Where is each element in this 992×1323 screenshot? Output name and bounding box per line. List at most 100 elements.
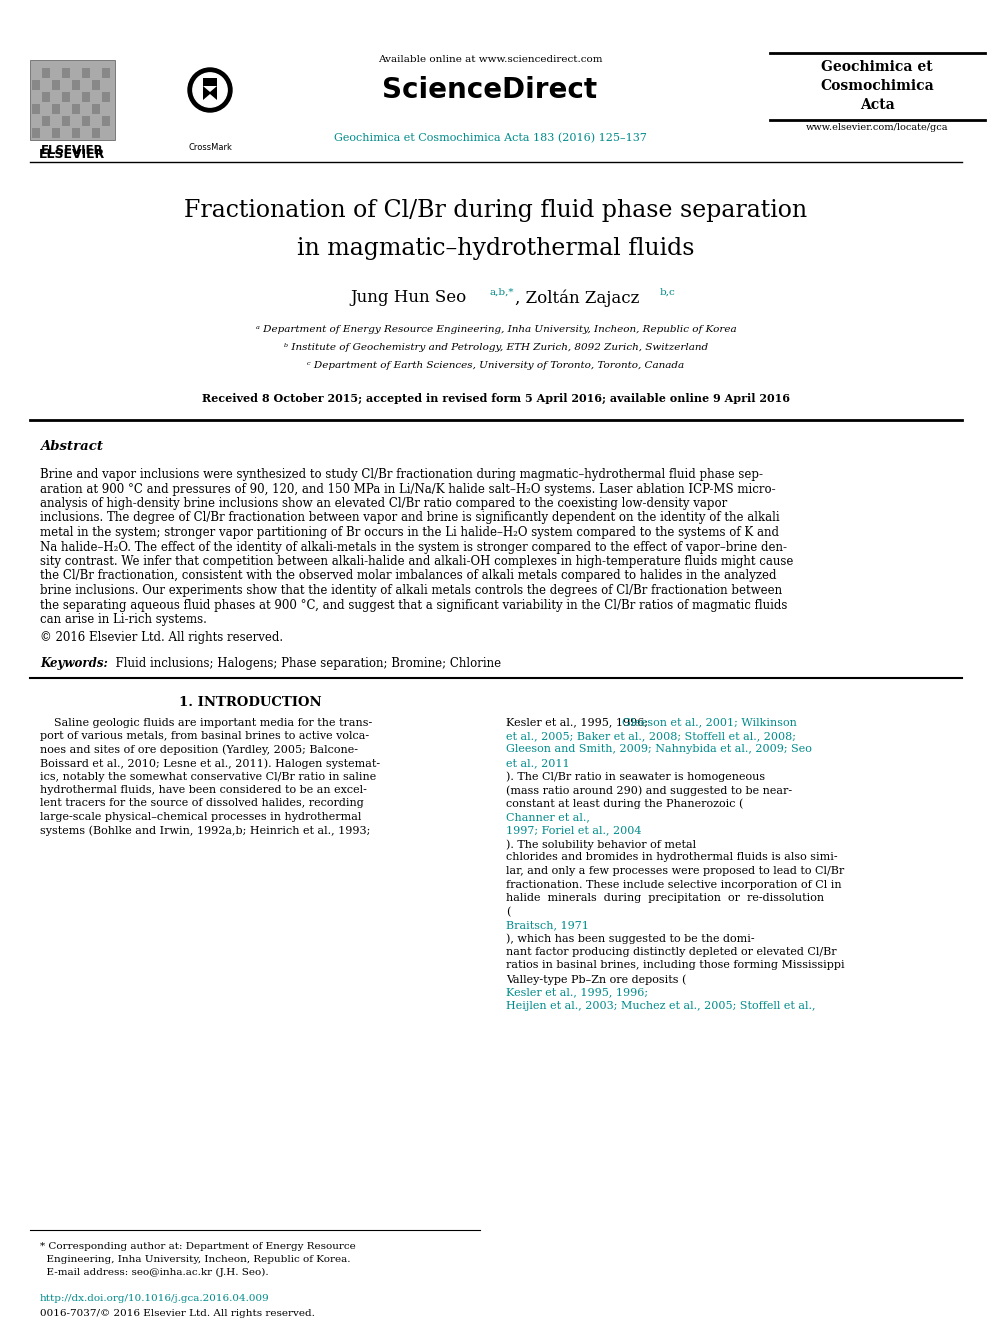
Bar [62,67,70,78]
Bar [52,79,60,90]
Text: lar, and only a few processes were proposed to lead to Cl/Br: lar, and only a few processes were propo… [506,867,844,876]
Text: chlorides and bromides in hydrothermal fluids is also simi-: chlorides and bromides in hydrothermal f… [506,852,837,863]
Bar [82,93,90,102]
Text: in magmatic–hydrothermal fluids: in magmatic–hydrothermal fluids [298,237,694,259]
Text: ELSEVIER: ELSEVIER [42,143,104,156]
Bar [82,67,90,78]
Text: a,b,*: a,b,* [490,287,515,296]
Text: 0016-7037/© 2016 Elsevier Ltd. All rights reserved.: 0016-7037/© 2016 Elsevier Ltd. All right… [40,1308,314,1318]
Bar [42,67,50,78]
Text: Braitsch, 1971: Braitsch, 1971 [506,919,589,930]
Bar [102,116,110,126]
Text: halide  minerals  during  precipitation  or  re-dissolution: halide minerals during precipitation or … [506,893,824,904]
Text: the separating aqueous fluid phases at 900 °C, and suggest that a significant va: the separating aqueous fluid phases at 9… [40,598,788,611]
Text: Valley-type Pb–Zn ore deposits (: Valley-type Pb–Zn ore deposits ( [506,974,686,984]
Bar [52,128,60,138]
Bar [102,93,110,102]
Bar [92,128,100,138]
Text: www.elsevier.com/locate/gca: www.elsevier.com/locate/gca [806,123,948,132]
Bar [52,105,60,114]
Text: analysis of high-density brine inclusions show an elevated Cl/Br ratio compared : analysis of high-density brine inclusion… [40,497,727,509]
Text: inclusions. The degree of Cl/Br fractionation between vapor and brine is signifi: inclusions. The degree of Cl/Br fraction… [40,512,780,524]
Text: ᶜ Department of Earth Sciences, University of Toronto, Toronto, Canada: ᶜ Department of Earth Sciences, Universi… [308,361,684,370]
Text: Acta: Acta [860,98,895,112]
Bar [32,128,40,138]
Text: b,c: b,c [660,287,676,296]
Polygon shape [203,78,217,101]
Text: ). The Cl/Br ratio in seawater is homogeneous: ). The Cl/Br ratio in seawater is homoge… [506,771,765,782]
Text: ). The solubility behavior of metal: ). The solubility behavior of metal [506,839,696,849]
Text: 1997; Foriel et al., 2004: 1997; Foriel et al., 2004 [506,826,642,836]
Bar [72,128,80,138]
Text: , Zoltán Zajacz: , Zoltán Zajacz [515,290,640,307]
Text: (: ( [506,906,510,917]
Text: noes and sites of ore deposition (Yardley, 2005; Balcone-: noes and sites of ore deposition (Yardle… [40,745,358,755]
Text: sity contrast. We infer that competition between alkali-halide and alkali-OH com: sity contrast. We infer that competition… [40,556,794,568]
Text: 1. INTRODUCTION: 1. INTRODUCTION [179,696,321,709]
Bar [30,60,115,140]
Text: Engineering, Inha University, Incheon, Republic of Korea.: Engineering, Inha University, Incheon, R… [40,1256,350,1263]
Bar [92,105,100,114]
Circle shape [188,67,232,112]
Text: Boissard et al., 2010; Lesne et al., 2011). Halogen systemat-: Boissard et al., 2010; Lesne et al., 201… [40,758,380,769]
Text: ELSEVIER: ELSEVIER [40,147,105,160]
Text: Gleeson et al., 2001; Wilkinson: Gleeson et al., 2001; Wilkinson [622,717,797,728]
Text: Geochimica et Cosmochimica Acta 183 (2016) 125–137: Geochimica et Cosmochimica Acta 183 (201… [333,132,647,143]
Bar [92,79,100,90]
Text: Saline geologic fluids are important media for the trans-: Saline geologic fluids are important med… [40,717,372,728]
Text: Received 8 October 2015; accepted in revised form 5 April 2016; available online: Received 8 October 2015; accepted in rev… [202,393,790,404]
Text: Fractionation of Cl/Br during fluid phase separation: Fractionation of Cl/Br during fluid phas… [185,198,807,221]
Text: Keywords:: Keywords: [40,658,108,671]
Text: Cosmochimica: Cosmochimica [820,79,933,93]
Text: ), which has been suggested to be the domi-: ), which has been suggested to be the do… [506,934,755,945]
Text: metal in the system; stronger vapor partitioning of Br occurs in the Li halide–H: metal in the system; stronger vapor part… [40,527,779,538]
Text: port of various metals, from basinal brines to active volca-: port of various metals, from basinal bri… [40,732,369,741]
Text: et al., 2011: et al., 2011 [506,758,569,767]
Text: Kesler et al., 1995, 1996;: Kesler et al., 1995, 1996; [506,717,652,728]
Bar [32,105,40,114]
Text: Abstract: Abstract [40,441,103,452]
Text: CrossMark: CrossMark [188,143,232,152]
Text: nant factor producing distinctly depleted or elevated Cl/Br: nant factor producing distinctly deplete… [506,947,836,957]
Text: ScienceDirect: ScienceDirect [383,75,597,105]
Bar [72,79,80,90]
Text: fractionation. These include selective incorporation of Cl in: fractionation. These include selective i… [506,880,841,889]
Text: Heijlen et al., 2003; Muchez et al., 2005; Stoffell et al.,: Heijlen et al., 2003; Muchez et al., 200… [506,1002,815,1011]
Text: * Corresponding author at: Department of Energy Resource: * Corresponding author at: Department of… [40,1242,356,1252]
Text: large-scale physical–chemical processes in hydrothermal: large-scale physical–chemical processes … [40,812,361,822]
Text: the Cl/Br fractionation, consistent with the observed molar imbalances of alkali: the Cl/Br fractionation, consistent with… [40,569,777,582]
Bar [62,93,70,102]
Text: brine inclusions. Our experiments show that the identity of alkali metals contro: brine inclusions. Our experiments show t… [40,583,782,597]
Bar [102,67,110,78]
Text: Gleeson and Smith, 2009; Nahnybida et al., 2009; Seo: Gleeson and Smith, 2009; Nahnybida et al… [506,745,811,754]
Text: systems (Bohlke and Irwin, 1992a,b; Heinrich et al., 1993;: systems (Bohlke and Irwin, 1992a,b; Hein… [40,826,370,836]
Text: hydrothermal fluids, have been considered to be an excel-: hydrothermal fluids, have been considere… [40,785,367,795]
Bar [42,116,50,126]
Bar [72,105,80,114]
Text: © 2016 Elsevier Ltd. All rights reserved.: © 2016 Elsevier Ltd. All rights reserved… [40,631,283,644]
Text: aration at 900 °C and pressures of 90, 120, and 150 MPa in Li/Na/K halide salt–H: aration at 900 °C and pressures of 90, 1… [40,483,776,496]
Text: constant at least during the Phanerozoic (: constant at least during the Phanerozoic… [506,799,743,810]
Text: ᵇ Institute of Geochemistry and Petrology, ETH Zurich, 8092 Zurich, Switzerland: ᵇ Institute of Geochemistry and Petrolog… [284,344,708,352]
Text: ratios in basinal brines, including those forming Mississippi: ratios in basinal brines, including thos… [506,960,844,971]
Bar [42,93,50,102]
Text: ᵃ Department of Energy Resource Engineering, Inha University, Incheon, Republic : ᵃ Department of Energy Resource Engineer… [256,325,736,335]
Bar [82,116,90,126]
Text: Kesler et al., 1995, 1996;: Kesler et al., 1995, 1996; [506,987,648,998]
Text: lent tracers for the source of dissolved halides, recording: lent tracers for the source of dissolved… [40,799,364,808]
Text: (mass ratio around 290) and suggested to be near-: (mass ratio around 290) and suggested to… [506,785,793,795]
Bar [62,116,70,126]
Text: Fluid inclusions; Halogens; Phase separation; Bromine; Chlorine: Fluid inclusions; Halogens; Phase separa… [108,658,501,671]
Text: Channer et al.,: Channer et al., [506,812,590,822]
Text: Geochimica et: Geochimica et [821,60,932,74]
Text: Jung Hun Seo: Jung Hun Seo [350,290,466,307]
Text: Available online at www.sciencedirect.com: Available online at www.sciencedirect.co… [378,56,602,65]
Bar [32,79,40,90]
Text: et al., 2005; Baker et al., 2008; Stoffell et al., 2008;: et al., 2005; Baker et al., 2008; Stoffe… [506,732,796,741]
Text: http://dx.doi.org/10.1016/j.gca.2016.04.009: http://dx.doi.org/10.1016/j.gca.2016.04.… [40,1294,270,1303]
Text: E-mail address: seo@inha.ac.kr (J.H. Seo).: E-mail address: seo@inha.ac.kr (J.H. Seo… [40,1267,269,1277]
Text: Brine and vapor inclusions were synthesized to study Cl/Br fractionation during : Brine and vapor inclusions were synthesi… [40,468,763,482]
Polygon shape [203,86,217,93]
Text: ics, notably the somewhat conservative Cl/Br ratio in saline: ics, notably the somewhat conservative C… [40,771,376,782]
Text: can arise in Li-rich systems.: can arise in Li-rich systems. [40,613,207,626]
